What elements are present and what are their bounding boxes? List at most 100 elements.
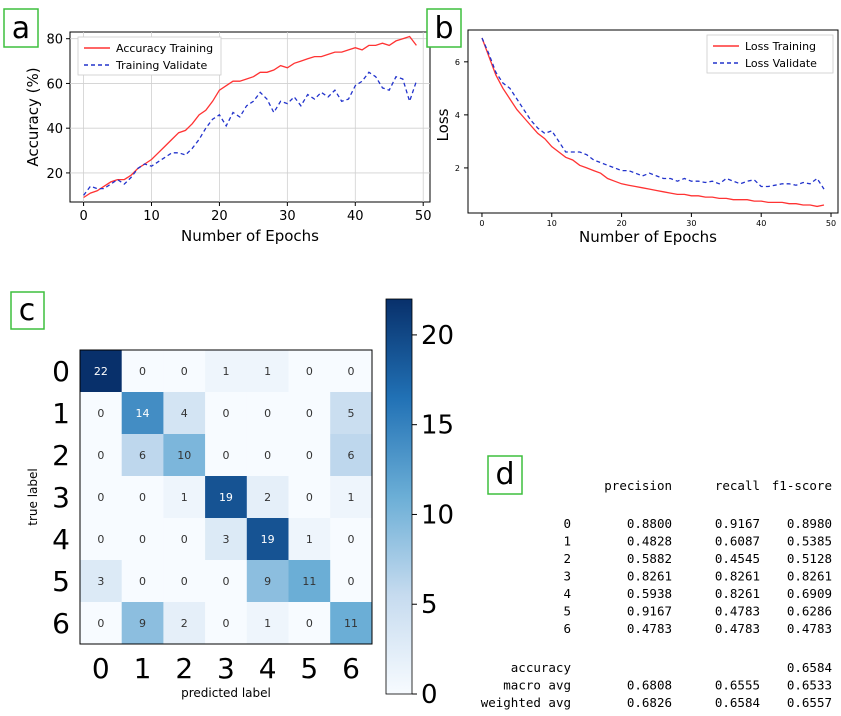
y-tick-label: 40	[46, 122, 63, 137]
y-tick-label: 80	[46, 33, 63, 48]
report-cell: 0.4783	[715, 621, 760, 636]
matrix-cell	[205, 434, 248, 477]
x-tick-label: 10	[143, 209, 160, 224]
matrix-value: 9	[139, 617, 146, 630]
matrix-value: 11	[344, 617, 358, 630]
matrix-cell	[80, 602, 122, 645]
loss-legend: Loss Training Loss Validate	[706, 34, 834, 74]
matrix-cell	[330, 518, 373, 561]
matrix-cell	[163, 392, 206, 435]
matrix-cell	[246, 518, 289, 561]
matrix-value: 1	[181, 491, 188, 504]
true-tick-label: 2	[52, 439, 70, 472]
report-summary-label: weighted avg	[481, 695, 571, 710]
matrix-value: 1	[264, 617, 271, 630]
matrix-value: 0	[264, 449, 271, 462]
matrix-value: 11	[302, 575, 316, 588]
report-summary-label: macro avg	[503, 678, 571, 693]
accuracy-xlabel: Number of Epochs	[181, 227, 319, 245]
matrix-value: 0	[139, 533, 146, 546]
matrix-value: 19	[261, 533, 275, 546]
matrix-cell	[80, 518, 122, 561]
x-tick-label: 50	[415, 209, 432, 224]
x-tick-label: 20	[616, 219, 626, 228]
matrix-cell	[80, 392, 122, 435]
matrix-cell	[246, 560, 289, 603]
report-cell: 0.8261	[787, 569, 832, 584]
report-cell: 0.5882	[627, 551, 672, 566]
matrix-value: 6	[139, 449, 146, 462]
y-tick-label: 4	[455, 111, 460, 120]
matrix-value: 1	[222, 365, 229, 378]
matrix-value: 0	[306, 491, 313, 504]
matrix-cell	[205, 476, 248, 519]
matrix-cell	[163, 476, 206, 519]
report-column-header: precision	[604, 478, 672, 493]
matrix-value: 0	[222, 449, 229, 462]
true-tick-label: 0	[52, 355, 70, 388]
matrix-value: 0	[222, 575, 229, 588]
true-tick-label: 4	[52, 523, 70, 556]
report-cell: 0.4545	[715, 551, 760, 566]
predicted-tick-label: 2	[175, 652, 193, 685]
matrix-value: 10	[177, 449, 191, 462]
colorbar-tick-label: 5	[421, 590, 438, 620]
report-cell: 0.4783	[715, 604, 760, 619]
report-row-label: 4	[563, 586, 571, 601]
matrix-cell	[330, 434, 373, 477]
report-cell: 0.8261	[715, 569, 760, 584]
matrix-cell	[121, 518, 164, 561]
accuracy-legend: Accuracy Training Training Validate	[77, 36, 222, 76]
matrix-cell	[121, 602, 164, 645]
classification-report: d precision recall f1-score 0 0.8800 0.9167 0.…	[481, 455, 832, 710]
matrix-value: 2	[181, 617, 188, 630]
report-cell: 0.9167	[627, 604, 672, 619]
matrix-cell	[163, 560, 206, 603]
series-line-2	[481, 37, 825, 190]
matrix-cell	[121, 476, 164, 519]
loss-plot-area	[467, 29, 839, 214]
report-cell: 0.5385	[787, 534, 832, 549]
predicted-tick-label: 5	[300, 652, 318, 685]
report-cell: 0.4828	[627, 534, 672, 549]
matrix-value: 0	[348, 533, 355, 546]
matrix-value: 0	[181, 533, 188, 546]
matrix-value: 0	[264, 407, 271, 420]
matrix-value: 0	[181, 365, 188, 378]
true-tick-label: 3	[52, 481, 70, 514]
x-tick-label: 40	[347, 209, 364, 224]
report-cell: 0.5938	[627, 586, 672, 601]
matrix-value: 0	[97, 533, 104, 546]
true-tick-label: 5	[52, 565, 70, 598]
x-tick-label: 30	[686, 219, 696, 228]
matrix-value: 4	[181, 407, 188, 420]
matrix-cell	[288, 518, 331, 561]
report-summary-cell: 0.6533	[787, 678, 832, 693]
panel-c-box	[10, 291, 45, 330]
predicted-tick-label: 1	[134, 652, 152, 685]
matrix-cell	[246, 476, 289, 519]
accuracy-plot-area	[69, 31, 431, 203]
legend-loss-training: Loss Training	[745, 40, 816, 53]
x-tick-label: 0	[479, 219, 484, 228]
matrix-value: 22	[94, 365, 108, 378]
legend-accuracy-training: Accuracy Training	[116, 42, 213, 55]
matrix-cell	[330, 350, 373, 393]
colorbar-tick-label: 10	[421, 500, 454, 530]
x-tick-label: 40	[756, 219, 766, 228]
matrix-cell	[246, 392, 289, 435]
report-cell: 0.4783	[627, 621, 672, 636]
report-summary-label: accuracy	[511, 660, 572, 675]
panel-b-box	[426, 8, 462, 48]
report-cell: 0.8800	[627, 516, 672, 531]
matrix-cell	[246, 434, 289, 477]
matrix-value: 0	[139, 575, 146, 588]
matrix-value: 0	[306, 617, 313, 630]
matrix-value: 2	[264, 491, 271, 504]
panel-d-box	[487, 455, 523, 495]
matrix-value: 19	[219, 491, 233, 504]
matrix-cell	[121, 350, 164, 393]
report-cell: 0.8261	[627, 569, 672, 584]
report-cell: 0.8980	[787, 516, 832, 531]
